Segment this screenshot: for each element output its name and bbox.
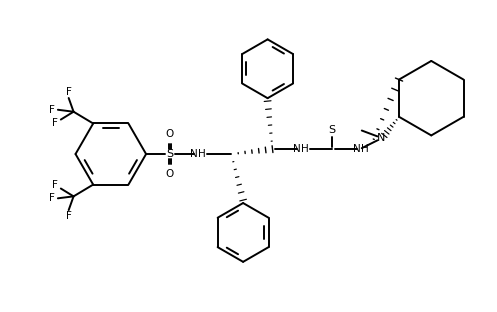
Text: H: H [198, 149, 206, 159]
Text: S: S [329, 124, 336, 134]
Text: F: F [52, 119, 58, 129]
Text: F: F [66, 211, 72, 221]
Text: N: N [353, 144, 361, 154]
Text: F: F [52, 180, 58, 190]
Text: O: O [166, 169, 174, 179]
Text: F: F [49, 105, 55, 115]
Text: N: N [377, 133, 386, 143]
Text: O: O [166, 129, 174, 139]
Text: N: N [293, 144, 301, 154]
Text: F: F [66, 87, 72, 97]
Text: H: H [301, 144, 309, 154]
Text: S: S [166, 149, 173, 159]
Text: F: F [49, 193, 55, 203]
Text: H: H [361, 144, 368, 154]
Text: N: N [190, 149, 198, 159]
